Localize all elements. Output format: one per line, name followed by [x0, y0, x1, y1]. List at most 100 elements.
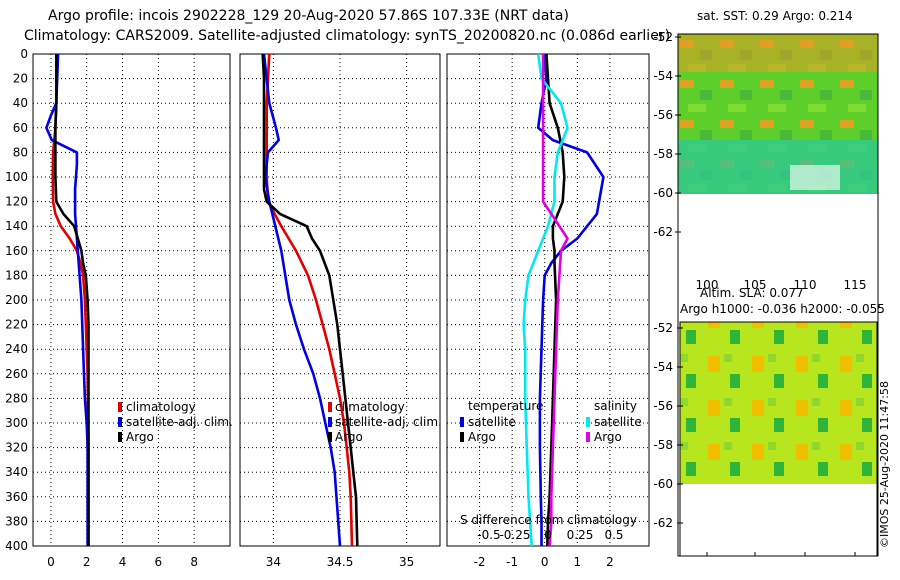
sst-map — [677, 33, 879, 557]
depth-tick-label: 20 — [13, 72, 28, 86]
sst-lat-axis: -52 -54 -56 -58 -60 -62 — [653, 30, 681, 239]
x-tick-label: 4 — [119, 555, 127, 569]
sla-lat-label: -52 — [653, 321, 673, 335]
grid-lines — [33, 53, 649, 547]
depth-tick-label: 260 — [5, 367, 28, 381]
legend-satellite-adj: satellite-adj. clim. — [335, 415, 442, 429]
depth-tick-label: 180 — [5, 268, 28, 282]
sla-lat-label: -58 — [653, 438, 673, 452]
depth-tick-label: 380 — [5, 514, 28, 528]
sst-lat-label: -52 — [653, 30, 673, 44]
sst-lat-label: -56 — [653, 108, 673, 122]
depth-tick-label: 220 — [5, 318, 28, 332]
s-tick-label: -0.25 — [499, 528, 530, 542]
depth-tick-label: 400 — [5, 539, 28, 553]
sst-cool-band — [678, 140, 878, 194]
legend-temp-satellite: satellite — [468, 415, 516, 429]
depth-tick-label: 40 — [13, 96, 28, 110]
s-tick-label: 0.25 — [567, 528, 594, 542]
sla-map-image — [680, 322, 877, 484]
legend-marker-magenta — [586, 432, 590, 442]
depth-tick-label: 360 — [5, 490, 28, 504]
series-argo — [54, 54, 90, 546]
legend-marker-black — [460, 432, 464, 442]
x-tick-label: 8 — [190, 555, 198, 569]
legend-marker-black — [118, 432, 122, 442]
x-tick-label: 2 — [606, 555, 614, 569]
x-tick-label: 1 — [574, 555, 582, 569]
x-tick-label: 2 — [83, 555, 91, 569]
sst-lon-axis: 100 105 110 115 — [696, 278, 867, 556]
legend-climatology: climatology — [126, 400, 196, 414]
s-tick-label: 0.5 — [604, 528, 623, 542]
s-difference-axis-title: S difference from climatology — [460, 513, 637, 527]
x-axis-ticks: 0 2 4 6 8 34 34.5 35 -2 -1 0 1 2 — [47, 555, 614, 569]
legend-marker-cyan — [586, 417, 590, 427]
temperature-legend: climatology satellite-adj. clim. Argo — [118, 400, 233, 444]
series-argo — [261, 53, 359, 547]
depth-tick-label: 0 — [20, 47, 28, 61]
difference-legend: temperature satellite Argo salinity sate… — [460, 399, 642, 444]
sst-lat-label: -54 — [653, 69, 673, 83]
header-line-1: Argo profile: incois 2902228_129 20-Aug-… — [48, 8, 569, 24]
series-salinity-argo — [541, 54, 569, 547]
series-climatology — [265, 53, 354, 547]
sst-lon-label: 110 — [794, 278, 817, 292]
sst-lon-label: 115 — [844, 278, 867, 292]
sla-lat-label: -54 — [653, 360, 673, 374]
sst-lat-label: -60 — [653, 186, 673, 200]
sst-lon-label: 105 — [744, 278, 767, 292]
salinity-legend: climatology satellite-adj. clim. Argo — [328, 400, 442, 444]
legend-sal-argo: Argo — [594, 430, 622, 444]
depth-axis: 0 20 40 60 80 100 120 140 160 180 200 220 240 260 280 3… — [5, 47, 28, 553]
legend-temperature-title: temperature — [468, 399, 543, 413]
x-tick-label: 6 — [155, 555, 163, 569]
sla-lat-label: -56 — [653, 399, 673, 413]
depth-tick-label: 160 — [5, 244, 28, 258]
sla-lat-axis: -52 -54 -56 -58 -60 -62 — [653, 321, 683, 530]
depth-tick-label: 140 — [5, 219, 28, 233]
sla-map-frame — [679, 321, 878, 557]
sst-lat-label: -58 — [653, 147, 673, 161]
x-tick-label: -1 — [506, 555, 518, 569]
series-salinity-satellite — [522, 53, 569, 547]
legend-satellite-adj: satellite-adj. clim. — [126, 415, 233, 429]
legend-climatology: climatology — [335, 400, 405, 414]
legend-temp-argo: Argo — [468, 430, 496, 444]
imos-timestamp: ©IMOS 25-Aug-2020 11:47:58 — [878, 381, 891, 548]
legend-salinity-title: salinity — [594, 399, 637, 413]
x-tick-label: -2 — [474, 555, 486, 569]
sla-map-title-2: Argo h1000: -0.036 h2000: -0.055 — [680, 302, 885, 316]
depth-tick-label: 60 — [13, 121, 28, 135]
x-tick-label: 34 — [266, 555, 281, 569]
sla-lat-label: -62 — [653, 516, 673, 530]
depth-tick-label: 200 — [5, 293, 28, 307]
x-tick-label: 34.5 — [327, 555, 354, 569]
legend-marker-black — [328, 432, 332, 442]
series-satellite-adj-clim- — [262, 53, 342, 547]
sst-lon-label: 100 — [696, 278, 719, 292]
legend-sal-satellite: satellite — [594, 415, 642, 429]
sst-lat-label: -62 — [653, 225, 673, 239]
sla-map — [679, 321, 878, 557]
s-difference-ticks: -0.5-0.25 0 0.25 0.5 — [477, 528, 623, 542]
sla-lat-label: -60 — [653, 477, 673, 491]
temperature-panel — [32, 53, 231, 547]
x-tick-label: 35 — [399, 555, 414, 569]
sst-warm-band — [678, 34, 878, 72]
depth-tick-label: 80 — [13, 145, 28, 159]
depth-tick-label: 320 — [5, 441, 28, 455]
depth-tick-label: 300 — [5, 416, 28, 430]
header-line-2: Climatology: CARS2009. Satellite-adjuste… — [24, 28, 670, 44]
legend-marker-blue — [118, 417, 122, 427]
x-tick-label: 0 — [541, 555, 549, 569]
legend-marker-red — [328, 402, 332, 412]
depth-tick-label: 340 — [5, 465, 28, 479]
legend-marker-red — [118, 402, 122, 412]
depth-tick-label: 120 — [5, 195, 28, 209]
sst-missing-data — [790, 165, 840, 190]
legend-marker-blue — [460, 417, 464, 427]
s-tick-label: -0.5 — [477, 528, 500, 542]
profile-curves — [45, 53, 605, 547]
